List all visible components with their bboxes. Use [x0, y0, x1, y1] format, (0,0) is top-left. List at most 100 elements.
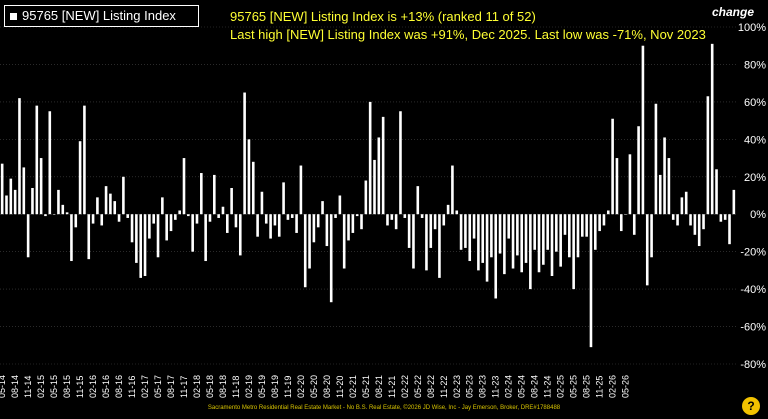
x-tick-label: 08-19 [270, 375, 280, 398]
bar [425, 214, 428, 271]
bar [178, 210, 181, 215]
bar [728, 214, 731, 245]
x-tick-label: 08-23 [478, 375, 488, 398]
bar [35, 105, 39, 215]
bar [117, 214, 121, 222]
y-axis-tick-labels: -80% -60% -40% -20% 0% 20% 40% 60% 80% 100% [738, 22, 766, 371]
bar [658, 174, 662, 215]
bar [555, 214, 558, 252]
x-tick-label: 11-20 [335, 376, 345, 398]
bar [498, 214, 502, 254]
change-axis-label: change [712, 5, 755, 19]
y-tick-label: 60% [744, 97, 766, 109]
bar [321, 201, 324, 215]
bar [264, 214, 268, 224]
bar [22, 167, 26, 215]
bar [277, 214, 281, 237]
x-tick-label: 05-17 [153, 375, 163, 398]
bar [420, 214, 424, 218]
bar [650, 214, 653, 258]
bar [299, 165, 303, 215]
bar [637, 126, 640, 215]
bar [706, 96, 710, 215]
bar [226, 214, 229, 233]
x-tick-label: 02-25 [556, 375, 566, 398]
x-tick-label: 11-25 [595, 376, 605, 398]
x-tick-label: 02-17 [140, 375, 150, 398]
bar [520, 214, 523, 273]
bar [342, 214, 346, 269]
y-tick-label: 20% [744, 172, 766, 184]
x-tick-label: 02-26 [608, 375, 618, 398]
bar [606, 210, 610, 215]
bar [537, 214, 541, 273]
bar [109, 193, 112, 215]
bar [464, 214, 467, 248]
bar [481, 214, 485, 263]
x-tick-label: 08-16 [114, 375, 124, 398]
bar [611, 118, 614, 215]
legend: 95765 [NEW] Listing Index [4, 5, 199, 27]
bar [13, 189, 17, 215]
bar [667, 158, 671, 215]
bar [104, 186, 108, 215]
bar [135, 214, 138, 263]
bar [503, 214, 506, 275]
x-tick-label: 08-20 [322, 375, 332, 398]
x-tick-label: 05-19 [257, 375, 267, 398]
bar [594, 214, 597, 250]
x-tick-label: 11-21 [387, 376, 397, 398]
bar [78, 141, 82, 215]
bar [61, 204, 65, 215]
bar [472, 214, 476, 239]
bar [455, 210, 459, 215]
bar [334, 214, 337, 218]
bar [390, 214, 394, 220]
bar [394, 214, 398, 230]
bar [191, 214, 194, 252]
bar [546, 214, 549, 250]
bar [723, 214, 727, 220]
y-tick-label: 100% [738, 22, 766, 34]
headline-high-low: Last high [NEW] Listing Index was +91%, … [230, 27, 706, 42]
y-tick-label: 0% [750, 209, 766, 221]
bar [446, 204, 450, 215]
y-tick-label: -20% [740, 247, 766, 259]
x-tick-label: 11-16 [127, 376, 137, 398]
bar [377, 137, 381, 215]
bar [732, 189, 736, 215]
x-tick-label: 02-24 [504, 375, 514, 398]
x-tick-label: 08-14 [10, 375, 20, 398]
bar [39, 158, 43, 215]
bar [52, 214, 56, 215]
bar [230, 188, 233, 215]
bar [702, 214, 705, 230]
x-tick-label: 11-17 [179, 376, 189, 398]
bar [368, 101, 372, 215]
bar [710, 43, 714, 215]
x-tick-label: 05-16 [101, 375, 111, 398]
bar [174, 214, 177, 220]
bar [122, 176, 125, 215]
bar [671, 214, 675, 220]
bar [581, 214, 584, 237]
x-tick-label: 05-15 [49, 375, 59, 398]
brand-logo-icon: ? [742, 397, 760, 415]
x-tick-label: 05-26 [621, 375, 631, 398]
x-tick-label: 05-23 [465, 375, 475, 398]
bar [598, 214, 601, 232]
bar [204, 214, 207, 262]
bar [273, 214, 277, 226]
x-tick-label: 02-18 [192, 375, 202, 398]
bar [5, 195, 8, 215]
bar [143, 214, 147, 276]
bar [221, 206, 225, 215]
bar [165, 214, 168, 241]
bar [468, 214, 472, 262]
x-tick-label: 08-25 [582, 375, 592, 398]
bar [295, 214, 298, 233]
bar [416, 186, 420, 215]
y-tick-label: -60% [740, 322, 766, 334]
bar [364, 180, 368, 215]
x-tick-label: 05-21 [361, 375, 371, 398]
